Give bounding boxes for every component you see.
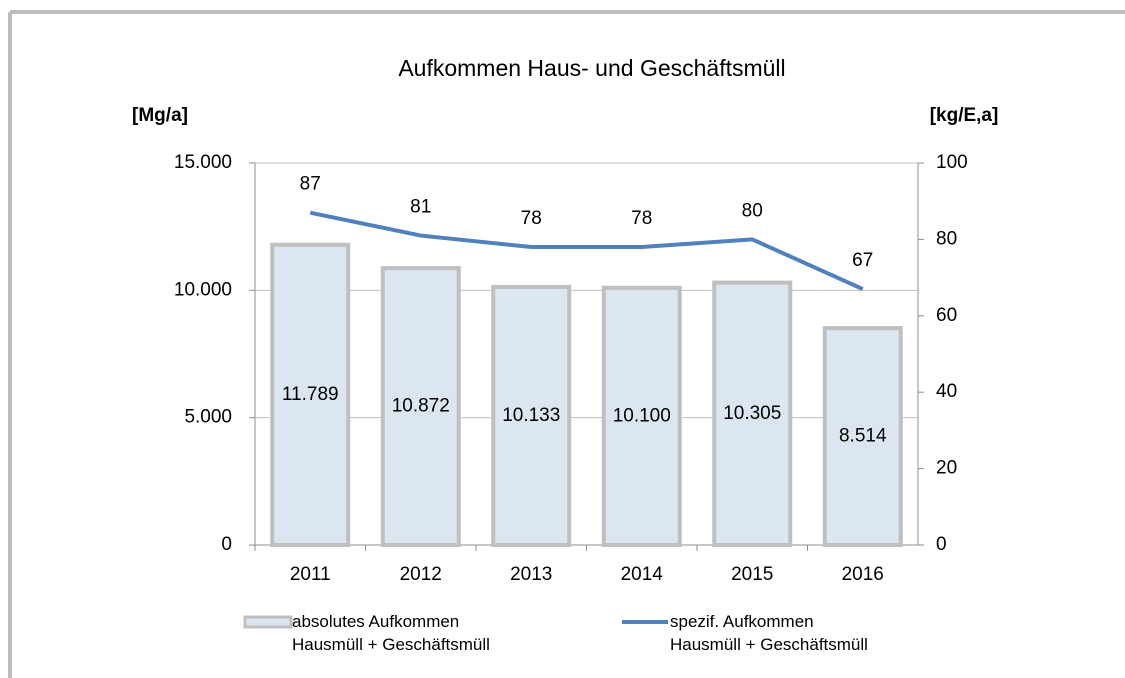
- bar: [601, 285, 682, 547]
- y2-tick-label: 40: [936, 381, 957, 402]
- legend-entry: spezif. Aufkommen Hausmüll + Geschäftsmü…: [670, 612, 868, 654]
- bar-value-label: 10.305: [723, 403, 781, 424]
- bar: [380, 266, 461, 547]
- bar: [712, 280, 793, 547]
- x-tick-label: 2012: [400, 564, 442, 585]
- bar-value-label: 10.872: [392, 396, 450, 417]
- x-tick-label: 2013: [510, 564, 552, 585]
- y-axis-label: [Mg/a]: [132, 105, 188, 126]
- bar: [822, 326, 903, 547]
- x-tick-label: 2014: [621, 564, 664, 585]
- bar-value-label: 11.789: [282, 384, 339, 405]
- y2-tick-label: 0: [936, 534, 947, 555]
- y-tick-label: 10.000: [174, 279, 232, 300]
- line-value-label: 87: [300, 174, 321, 195]
- y-tick-label: 15.000: [174, 152, 232, 173]
- y-tick-label: 0: [221, 534, 232, 555]
- bar-value-label: 10.100: [613, 405, 671, 426]
- y2-tick-label: 20: [936, 458, 957, 479]
- y2-tick-label: 60: [936, 305, 957, 326]
- bar-value-label: 8.514: [839, 426, 887, 447]
- line-value-label: 81: [410, 197, 431, 218]
- y2-axis-label: [kg/E,a]: [930, 105, 999, 126]
- bar: [491, 284, 572, 547]
- chart-title: Aufkommen Haus- und Geschäftsmüll: [398, 55, 785, 81]
- y-tick-label: 5.000: [184, 407, 232, 428]
- legend-swatch: [243, 615, 293, 629]
- legend-entry: absolutes Aufkommen Hausmüll + Geschäfts…: [292, 612, 490, 654]
- bar: [270, 242, 351, 547]
- line-value-label: 78: [631, 208, 652, 229]
- x-tick-label: 2015: [731, 564, 773, 585]
- y2-tick-label: 80: [936, 228, 957, 249]
- x-tick-label: 2016: [842, 564, 884, 585]
- line: [309, 210, 864, 291]
- line-value-label: 67: [852, 250, 873, 271]
- x-tick-label: 2011: [290, 564, 331, 585]
- line-value-label: 78: [521, 208, 542, 229]
- line-value-label: 80: [742, 200, 763, 221]
- bar-value-label: 10.133: [502, 405, 560, 426]
- y2-tick-label: 100: [936, 152, 968, 173]
